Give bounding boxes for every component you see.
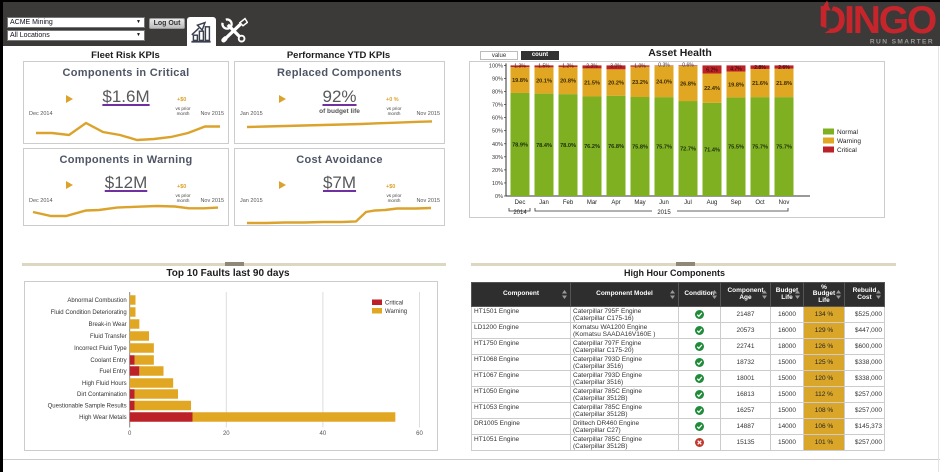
svg-text:Oct: Oct — [755, 200, 765, 206]
svg-text:20: 20 — [223, 431, 230, 437]
svg-text:Apr: Apr — [611, 200, 620, 206]
svg-text:20%: 20% — [492, 168, 503, 174]
svg-text:78.9%: 78.9% — [512, 142, 528, 148]
svg-text:2015: 2015 — [657, 210, 671, 216]
svg-text:21.8%: 21.8% — [776, 81, 792, 87]
svg-text:Questionable Sample Results: Questionable Sample Results — [48, 404, 127, 410]
svg-text:1.0%: 1.0% — [634, 64, 646, 70]
svg-text:78.4%: 78.4% — [536, 143, 552, 149]
svg-text:20.1%: 20.1% — [536, 78, 552, 84]
svg-text:Warning: Warning — [385, 309, 407, 315]
svg-text:High Fluid Hours: High Fluid Hours — [82, 381, 127, 387]
svg-text:21.5%: 21.5% — [584, 80, 600, 86]
svg-text:76.2%: 76.2% — [584, 144, 600, 150]
svg-text:75.8%: 75.8% — [632, 145, 648, 151]
svg-text:71.4%: 71.4% — [704, 147, 720, 153]
svg-text:Warning: Warning — [837, 138, 861, 145]
svg-text:70%: 70% — [492, 103, 503, 109]
svg-text:Mar: Mar — [587, 200, 597, 206]
svg-text:1.5%: 1.5% — [538, 64, 550, 70]
svg-text:19.8%: 19.8% — [728, 82, 744, 88]
svg-text:Dec: Dec — [515, 200, 526, 206]
svg-text:60: 60 — [416, 431, 423, 437]
svg-text:40: 40 — [320, 431, 327, 437]
svg-text:0.3%: 0.3% — [658, 63, 670, 69]
svg-text:21.6%: 21.6% — [752, 81, 768, 87]
svg-text:3.0%: 3.0% — [610, 64, 622, 70]
svg-text:78.0%: 78.0% — [560, 143, 576, 149]
svg-text:0: 0 — [128, 431, 132, 437]
svg-text:Incorrect Fluid Type: Incorrect Fluid Type — [74, 346, 127, 352]
svg-text:2.3%: 2.3% — [586, 64, 598, 70]
svg-text:RUN SMARTER: RUN SMARTER — [870, 39, 934, 46]
svg-text:75.7%: 75.7% — [656, 145, 672, 151]
svg-text:30%: 30% — [492, 155, 503, 161]
svg-text:Break-in Wear: Break-in Wear — [88, 322, 126, 328]
svg-text:Coolant Entry: Coolant Entry — [90, 358, 126, 364]
svg-text:2.8%: 2.8% — [754, 65, 766, 71]
svg-text:19.8%: 19.8% — [512, 78, 528, 84]
svg-text:6.2%: 6.2% — [706, 67, 718, 73]
svg-text:Critical: Critical — [837, 147, 857, 154]
svg-text:80%: 80% — [492, 90, 503, 96]
svg-text:May: May — [634, 200, 645, 206]
svg-text:2.6%: 2.6% — [778, 65, 790, 71]
svg-text:2014: 2014 — [513, 210, 527, 216]
svg-text:60%: 60% — [492, 116, 503, 122]
svg-text:20.2%: 20.2% — [608, 81, 624, 87]
svg-text:Aug: Aug — [707, 200, 718, 206]
svg-text:0%: 0% — [495, 194, 503, 200]
svg-text:22.4%: 22.4% — [704, 86, 720, 92]
svg-text:Jul: Jul — [684, 200, 692, 206]
svg-text:Sep: Sep — [731, 200, 742, 206]
svg-text:40%: 40% — [492, 142, 503, 148]
svg-text:100%: 100% — [489, 63, 503, 69]
svg-text:Critical: Critical — [385, 301, 403, 307]
svg-text:26.8%: 26.8% — [680, 82, 696, 88]
svg-text:High Wear Metals: High Wear Metals — [79, 415, 127, 421]
svg-text:Jan: Jan — [539, 200, 549, 206]
svg-text:75.7%: 75.7% — [752, 145, 768, 151]
svg-text:10%: 10% — [492, 181, 503, 187]
svg-text:0.6%: 0.6% — [682, 63, 694, 69]
svg-text:50%: 50% — [492, 129, 503, 135]
svg-text:DINGO: DINGO — [818, 0, 936, 42]
svg-text:Dirt Contamination: Dirt Contamination — [77, 392, 127, 398]
svg-text:Abnormal Combustion: Abnormal Combustion — [67, 298, 126, 304]
svg-text:24.0%: 24.0% — [656, 79, 672, 85]
svg-text:20.8%: 20.8% — [560, 79, 576, 85]
svg-text:72.7%: 72.7% — [680, 147, 696, 153]
svg-text:75.5%: 75.5% — [728, 145, 744, 151]
svg-text:Nov: Nov — [779, 200, 790, 206]
svg-text:75.7%: 75.7% — [776, 145, 792, 151]
svg-text:Feb: Feb — [563, 200, 574, 206]
svg-text:Fluid Transfer: Fluid Transfer — [90, 334, 127, 340]
svg-text:4.7%: 4.7% — [730, 66, 742, 72]
svg-text:1.2%: 1.2% — [562, 64, 574, 70]
svg-text:Fluid Condition Deteriorating: Fluid Condition Deteriorating — [51, 310, 127, 316]
svg-text:1.3%: 1.3% — [514, 64, 526, 70]
svg-text:90%: 90% — [492, 76, 503, 82]
svg-text:Jun: Jun — [659, 200, 669, 206]
svg-text:Fuel Entry: Fuel Entry — [99, 369, 126, 375]
svg-text:Normal: Normal — [837, 129, 859, 136]
svg-text:76.8%: 76.8% — [608, 144, 624, 150]
svg-text:23.2%: 23.2% — [632, 80, 648, 86]
